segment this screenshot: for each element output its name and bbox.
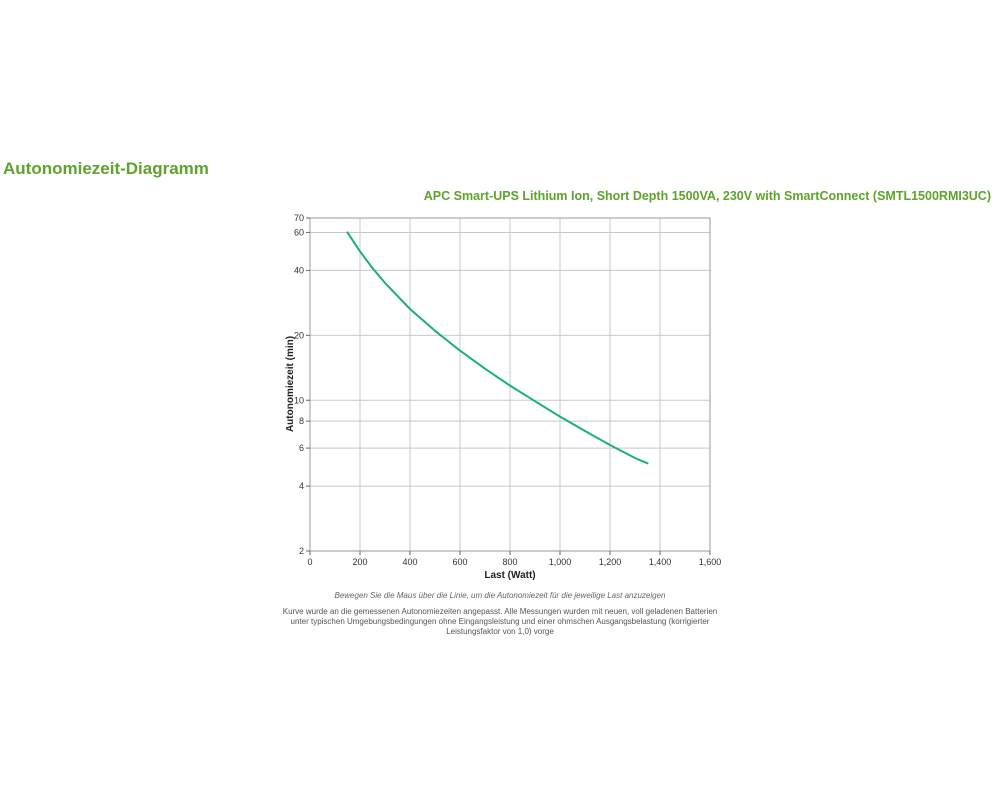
y-axis-label: Autonomiezeit (min) [285, 336, 296, 432]
x-tick-label: 1,200 [599, 557, 622, 567]
y-tick-label: 10 [294, 395, 304, 405]
y-tick-label: 60 [294, 227, 304, 237]
x-tick-label: 1,400 [649, 557, 672, 567]
x-tick-label: 600 [452, 557, 467, 567]
x-tick-label: 1,000 [549, 557, 572, 567]
hover-hint: Bewegen Sie die Maus über die Linie, um … [334, 591, 666, 600]
runtime-curve[interactable] [346, 231, 649, 465]
y-tick-label: 70 [294, 213, 304, 223]
footnote: Kurve wurde an die gemessenen Autonomiez… [282, 607, 718, 636]
y-tick-label: 4 [299, 481, 304, 491]
x-tick-label: 200 [352, 557, 367, 567]
y-tick-label: 40 [294, 265, 304, 275]
x-tick-label: 0 [307, 557, 312, 567]
x-tick-label: 800 [502, 557, 517, 567]
y-tick-label: 2 [299, 546, 304, 556]
product-title: APC Smart-UPS Lithium Ion, Short Depth 1… [423, 189, 991, 203]
y-tick-label: 6 [299, 443, 304, 453]
series-layer [346, 231, 649, 465]
y-tick-label: 8 [299, 416, 304, 426]
x-tick-label: 1,600 [699, 557, 722, 567]
x-axis-label: Last (Watt) [484, 570, 535, 581]
y-tick-label: 20 [294, 330, 304, 340]
page-heading: Autonomiezeit-Diagramm [3, 159, 209, 178]
tick-layer: 0 200 400 600 800 1,000 1,200 1,400 1,600 2 4 6 8 10 2… [294, 213, 721, 567]
x-tick-label: 400 [402, 557, 417, 567]
